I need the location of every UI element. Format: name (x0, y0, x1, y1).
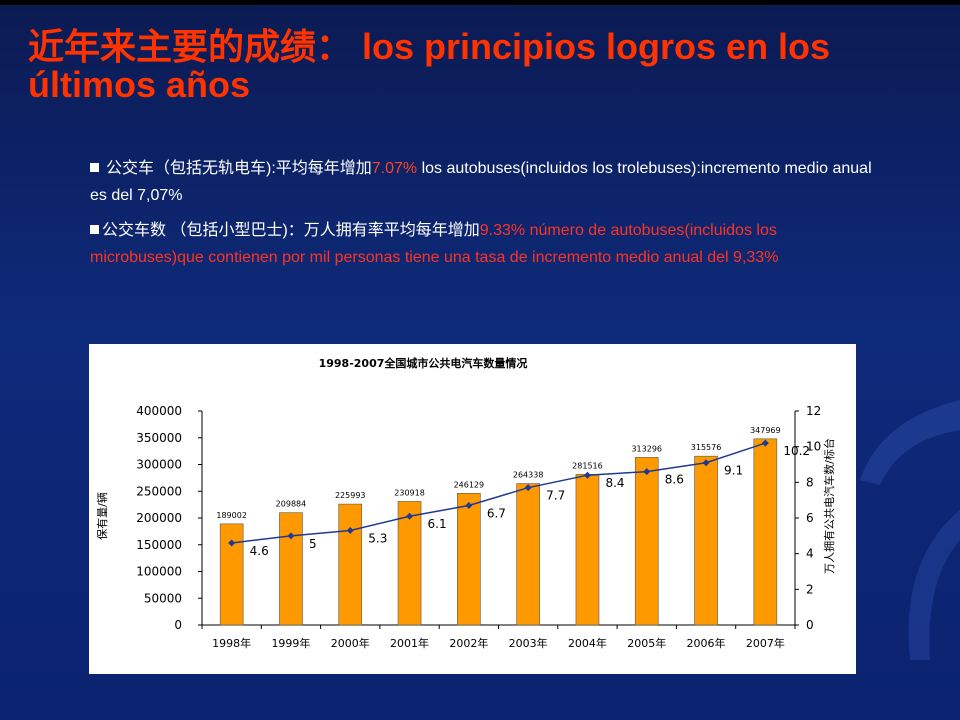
bullet-square-icon (90, 225, 99, 234)
bar-value-label: 246129 (454, 480, 485, 489)
line-value-label: 6.1 (428, 517, 447, 531)
bullet1-spanish: los autobuses(incluidos los trolebuses):… (90, 160, 872, 204)
x-tick-label: 2003年 (509, 636, 548, 650)
bar-1998年 (219, 523, 244, 626)
bar-2003年 (516, 483, 540, 626)
bar-1999年 (279, 512, 303, 626)
line-series-path (231, 442, 766, 544)
bar-value-label: 315576 (691, 443, 722, 452)
line-point-marker (465, 502, 473, 510)
bar-2001年 (397, 501, 422, 626)
y-tick-label: 250000 (136, 484, 182, 498)
bullet-item-bus-density: 公交车数 （包括小型巴士)：万人拥有率平均每年增加9.33% número de… (90, 217, 890, 271)
bullet-square-icon (90, 163, 99, 172)
y2-tick-label: 0 (806, 618, 814, 632)
line-point-marker (287, 532, 295, 540)
y-tick-label: 400000 (136, 404, 182, 418)
bar-value-label: 209884 (276, 500, 307, 509)
bar-2002年 (457, 493, 481, 626)
line-point-marker (761, 439, 769, 447)
line-value-label: 10.2 (783, 444, 810, 458)
y2-tick-label: 4 (806, 547, 814, 561)
line-point-marker (406, 512, 414, 520)
line-point-marker (702, 459, 710, 467)
line-point-marker (583, 471, 591, 479)
line-value-label: 6.7 (487, 507, 506, 521)
line-point-marker (228, 539, 236, 547)
bar-value-label: 264338 (513, 471, 544, 480)
line-value-label: 5 (309, 537, 317, 551)
x-tick-label: 2007年 (746, 636, 785, 650)
bar-value-label: 230918 (394, 488, 425, 497)
chart-title: 1998-2007全国城市公共电汽车数量情况 (319, 356, 528, 370)
bullet2-chinese: 公交车数 （包括小型巴士)：万人拥有率平均每年增加 (102, 222, 480, 239)
line-value-label: 4.6 (250, 544, 269, 558)
bullet2-spanish: 9.33% número de autobuses(incluidos los … (90, 222, 779, 266)
bullet1-chinese: 公交车（包括无轨电车):平均每年增加 (106, 160, 372, 177)
y2-axis-title: 万人拥有公共电汽车数/标台 (822, 438, 836, 574)
line-value-label: 5.3 (368, 531, 387, 545)
y-tick-label: 150000 (136, 538, 182, 552)
slide-title: 近年来主要的成绩： los principios logros en los ú… (28, 26, 831, 105)
x-tick-label: 2002年 (449, 636, 488, 650)
bar-2004年 (575, 474, 600, 626)
y-tick-label: 50000 (144, 591, 182, 605)
bar-2005年 (634, 457, 659, 626)
plot-area: 0 50000 100000 150000 200000 250000 300000 3500… (136, 404, 821, 650)
line-value-label: 9.1 (724, 464, 743, 478)
bullet1-percent: 7.07% (371, 160, 418, 177)
x-tick-label: 2000年 (331, 636, 370, 650)
bullet-list: 公交车（包括无轨电车):平均每年增加7.07% los autobuses(in… (90, 155, 890, 279)
bar-value-label: 189002 (216, 511, 247, 520)
line-value-label: 7.7 (546, 489, 565, 503)
y-tick-label: 200000 (136, 511, 182, 525)
bar-2000年 (338, 503, 363, 626)
x-tick-label: 2005年 (627, 636, 666, 650)
bar-value-label: 225993 (335, 491, 366, 500)
x-tick-label: 2006年 (687, 636, 726, 650)
bar-value-label: 347969 (750, 426, 781, 435)
line-point-marker (346, 526, 354, 534)
y2-tick-label: 12 (806, 404, 821, 418)
y2-tick-label: 2 (806, 582, 814, 596)
bar-2007年 (753, 438, 778, 626)
top-rule (0, 0, 960, 5)
y2-tick-label: 8 (806, 475, 814, 489)
background-swoosh-decoration (860, 400, 960, 660)
line-point-marker (524, 484, 532, 492)
x-tick-label: 2004年 (568, 636, 607, 650)
x-tick-label: 1998年 (212, 636, 251, 650)
bullet-item-buses: 公交车（包括无轨电车):平均每年增加7.07% los autobuses(in… (90, 155, 890, 209)
line-value-label: 8.4 (605, 476, 624, 490)
y-axis-title: 保有量/辆 (95, 492, 109, 540)
x-tick-label: 1999年 (271, 636, 310, 650)
bus-count-chart: 1998-2007全国城市公共电汽车数量情况 保有量/辆 万人拥有公共电汽车数/… (95, 356, 836, 650)
bar-value-label: 281516 (572, 461, 603, 470)
y-tick-label: 100000 (136, 565, 182, 579)
y2-tick-label: 10 (806, 440, 821, 454)
line-value-label: 8.6 (665, 473, 684, 487)
bar-value-label: 313296 (631, 444, 662, 453)
line-point-marker (643, 468, 651, 476)
y-tick-label: 0 (174, 618, 182, 632)
y-tick-label: 350000 (136, 431, 182, 445)
chart-panel: 1998-2007全国城市公共电汽车数量情况 保有量/辆 万人拥有公共电汽车数/… (89, 344, 856, 674)
y2-tick-label: 6 (806, 511, 814, 525)
bar-2006年 (694, 455, 718, 626)
x-tick-label: 2001年 (390, 636, 429, 650)
y-tick-label: 300000 (136, 458, 182, 472)
